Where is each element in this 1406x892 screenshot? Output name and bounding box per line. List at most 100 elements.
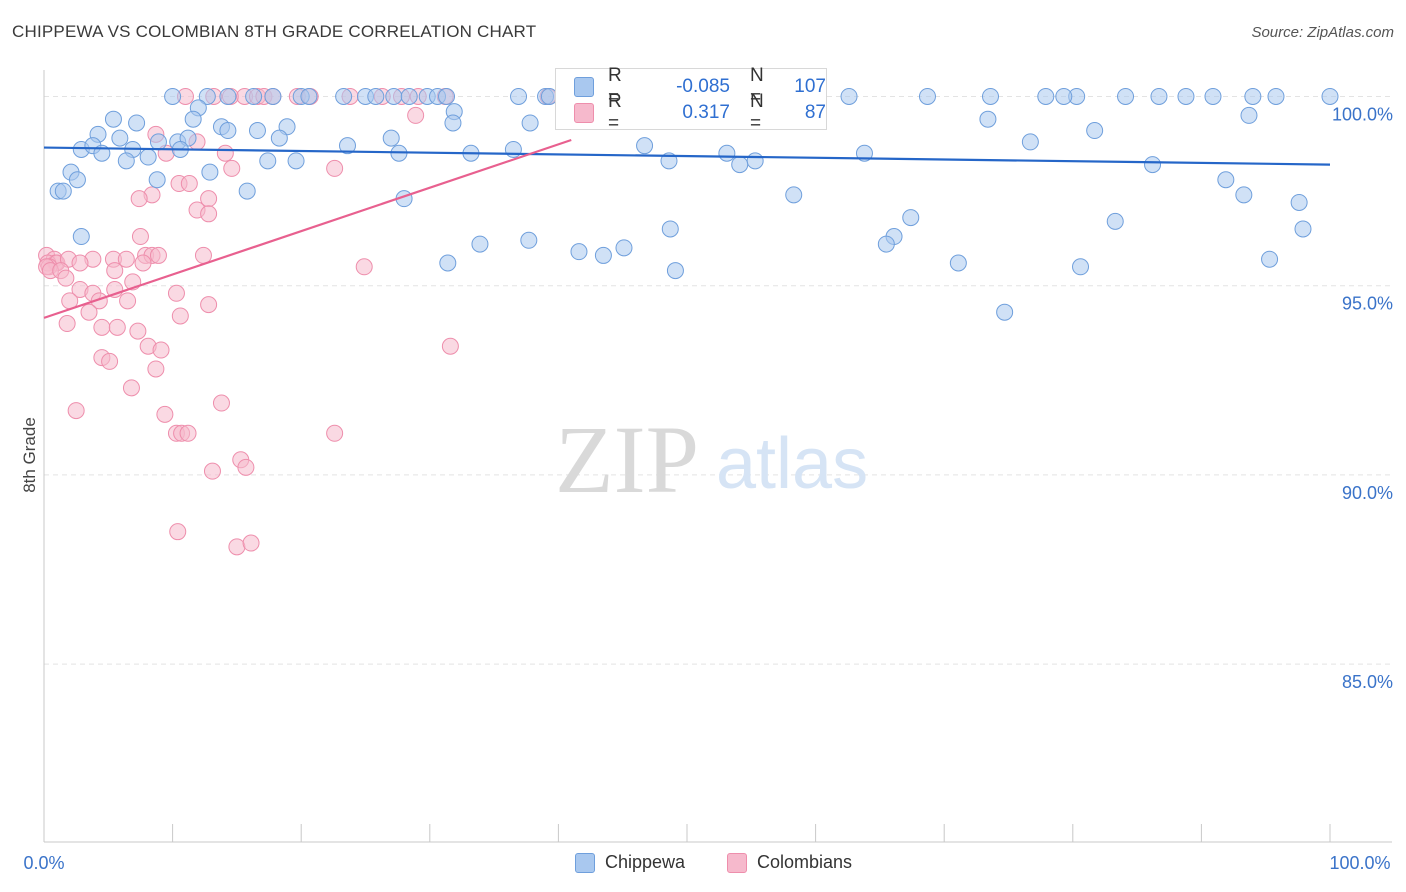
stats-row-chippewa: R = -0.085 N = 107 [574,65,826,108]
chippewa-point [104,110,122,128]
chart-title: CHIPPEWA VS COLOMBIAN 8TH GRADE CORRELAT… [12,22,537,41]
colombians-point [106,262,124,280]
chippewa-point [1117,87,1135,105]
chippewa-point [245,87,263,105]
colombians-point [117,250,135,268]
y-tick-label: 85.0% [1342,672,1393,692]
chippewa-point [1037,87,1055,105]
colombians-point [242,534,260,552]
colombians-n-value: 87 [804,102,826,123]
trend-lines [43,138,1331,319]
chippewa-point [570,243,588,261]
colombians-point [152,341,170,359]
colombians-point [179,424,197,442]
chippewa-point [1055,87,1073,105]
colombians-point [407,106,425,124]
chippewa-point [149,133,167,151]
chippewa-point [1240,106,1258,124]
chippewa-point [198,87,216,105]
chippewa-point [1086,122,1104,140]
chippewa-point [504,140,522,158]
chippewa-point [636,137,654,155]
chippewa-point [746,152,764,170]
colombians-swatch [574,103,594,123]
chippewa-point [1235,186,1253,204]
chippewa-point [1072,258,1090,276]
legend-item-colombians[interactable]: Colombians [727,852,852,873]
chippewa-point [128,114,146,132]
chippewa-point [300,87,318,105]
colombians-point [101,352,119,370]
colombians-point [67,402,85,420]
chippewa-point [1290,193,1308,211]
chippewa-point [400,87,418,105]
chippewa-point [718,144,736,162]
chippewa-point [902,209,920,227]
chippewa-point [444,114,462,132]
chippewa-point [148,171,166,189]
colombians-point [130,190,148,208]
colombians-point [71,254,89,272]
chippewa-point [287,152,305,170]
chippewa-point [219,87,237,105]
chippewa-n-value: 107 [794,76,826,97]
colombians-trend-line [43,138,572,319]
colombians-point [149,246,167,264]
colombians-point [122,379,140,397]
chippewa-point [1261,250,1279,268]
chippewa-points [49,87,1339,321]
x-tick-label-start: 0.0% [23,853,64,873]
chippewa-point [1217,171,1235,189]
chippewa-point [259,152,277,170]
colombians-point [355,258,373,276]
colombians-point [223,159,241,177]
r-label: R = [607,91,622,134]
chippewa-legend-label: Chippewa [605,852,686,872]
chippewa-point [471,235,489,253]
colombians-point [156,405,174,423]
colombians-point [129,322,147,340]
chippewa-point [338,137,356,155]
chippewa-point [248,122,266,140]
chippewa-point [219,122,237,140]
chippewa-point [1144,156,1162,174]
chippewa-point [238,182,256,200]
colombians-point [119,292,137,310]
chippewa-point [1150,87,1168,105]
chippewa-point [918,87,936,105]
source-credit: Source: ZipAtlas.com [1251,24,1394,41]
colombians-point [57,269,75,287]
y-tick-label: 90.0% [1342,483,1393,503]
chippewa-point [840,87,858,105]
stats-row-colombians: R = 0.317 N = 87 [574,91,826,134]
colombians-point [93,318,111,336]
colombians-point [80,303,98,321]
colombians-point [108,318,126,336]
chippewa-point [594,246,612,264]
y-tick-label: 100.0% [1332,104,1393,124]
chippewa-point [661,220,679,238]
legend-item-chippewa[interactable]: Chippewa [575,852,685,873]
chippewa-point [1106,212,1124,230]
chippewa-swatch [574,77,594,97]
colombians-point [237,458,255,476]
chippewa-point [264,87,282,105]
chippewa-point [382,129,400,147]
x-tick-label-end: 100.0% [1329,853,1390,873]
colombians-point [169,523,187,541]
chippewa-r-value: -0.085 [676,76,730,97]
chippewa-point [1244,87,1262,105]
colombians-point [167,284,185,302]
chippewa-point [385,87,403,105]
chippewa-point [1267,87,1285,105]
chippewa-point [139,148,157,166]
chippewa-point [510,87,528,105]
colombians-r-value: 0.317 [682,102,730,123]
colombians-point [134,254,152,272]
chippewa-point [439,254,457,272]
colombians-point [441,337,459,355]
chippewa-point [438,87,456,105]
chippewa-point [201,163,219,181]
chippewa-point [117,152,135,170]
chippewa-point [367,87,385,105]
